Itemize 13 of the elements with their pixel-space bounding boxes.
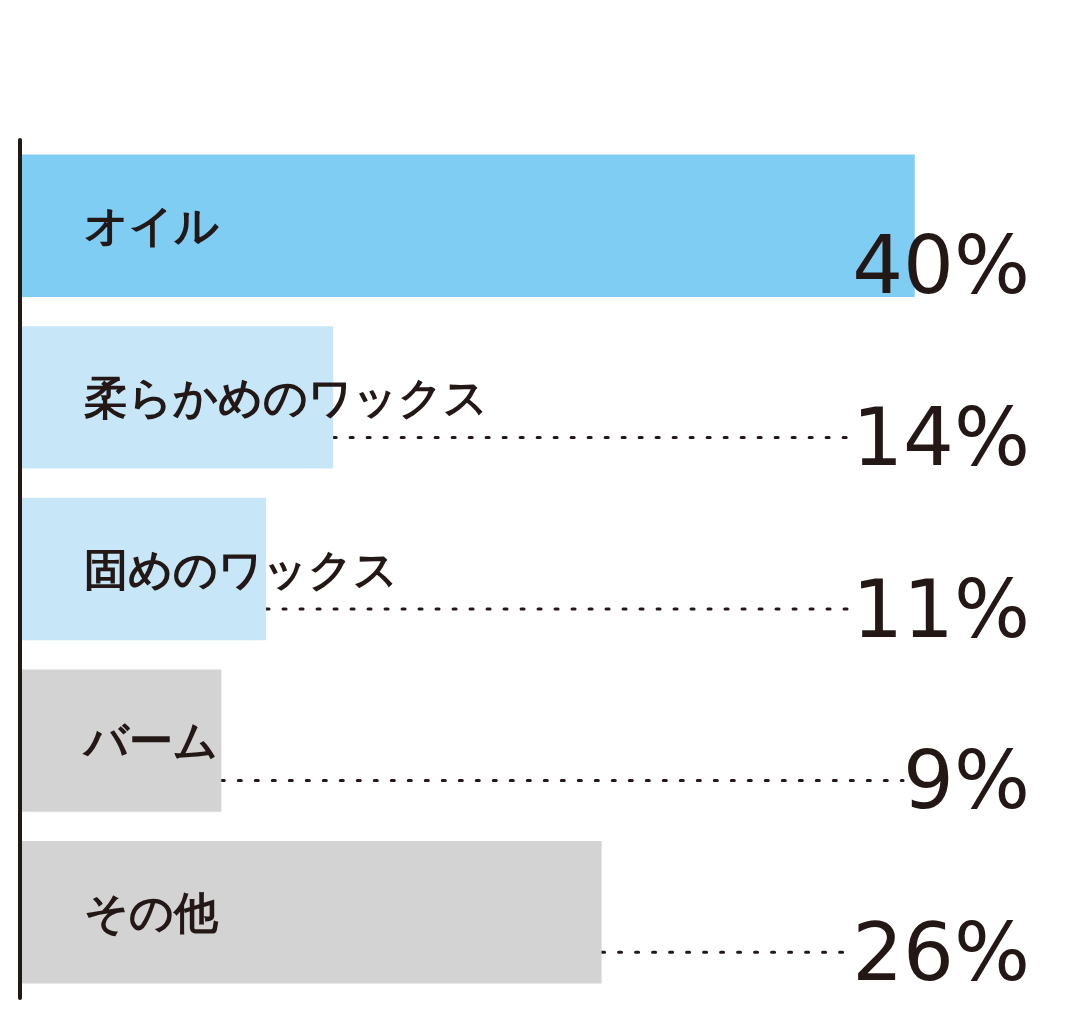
y-tick-label: 固めのワックス (84, 543, 398, 595)
y-tick-label: バーム (82, 715, 218, 767)
y-tick-label: その他 (84, 886, 219, 938)
bar (20, 840, 602, 984)
data-label: 26% (852, 905, 1030, 999)
data-label: 11% (852, 562, 1030, 656)
y-tick-label: オイル (84, 200, 219, 252)
data-label: 14% (852, 390, 1030, 484)
bar (20, 497, 267, 641)
data-label: 40% (852, 219, 1030, 313)
y-tick-label: 柔らかめのワックス (84, 371, 488, 423)
data-label: 9% (903, 734, 1030, 828)
bar (20, 669, 222, 812)
